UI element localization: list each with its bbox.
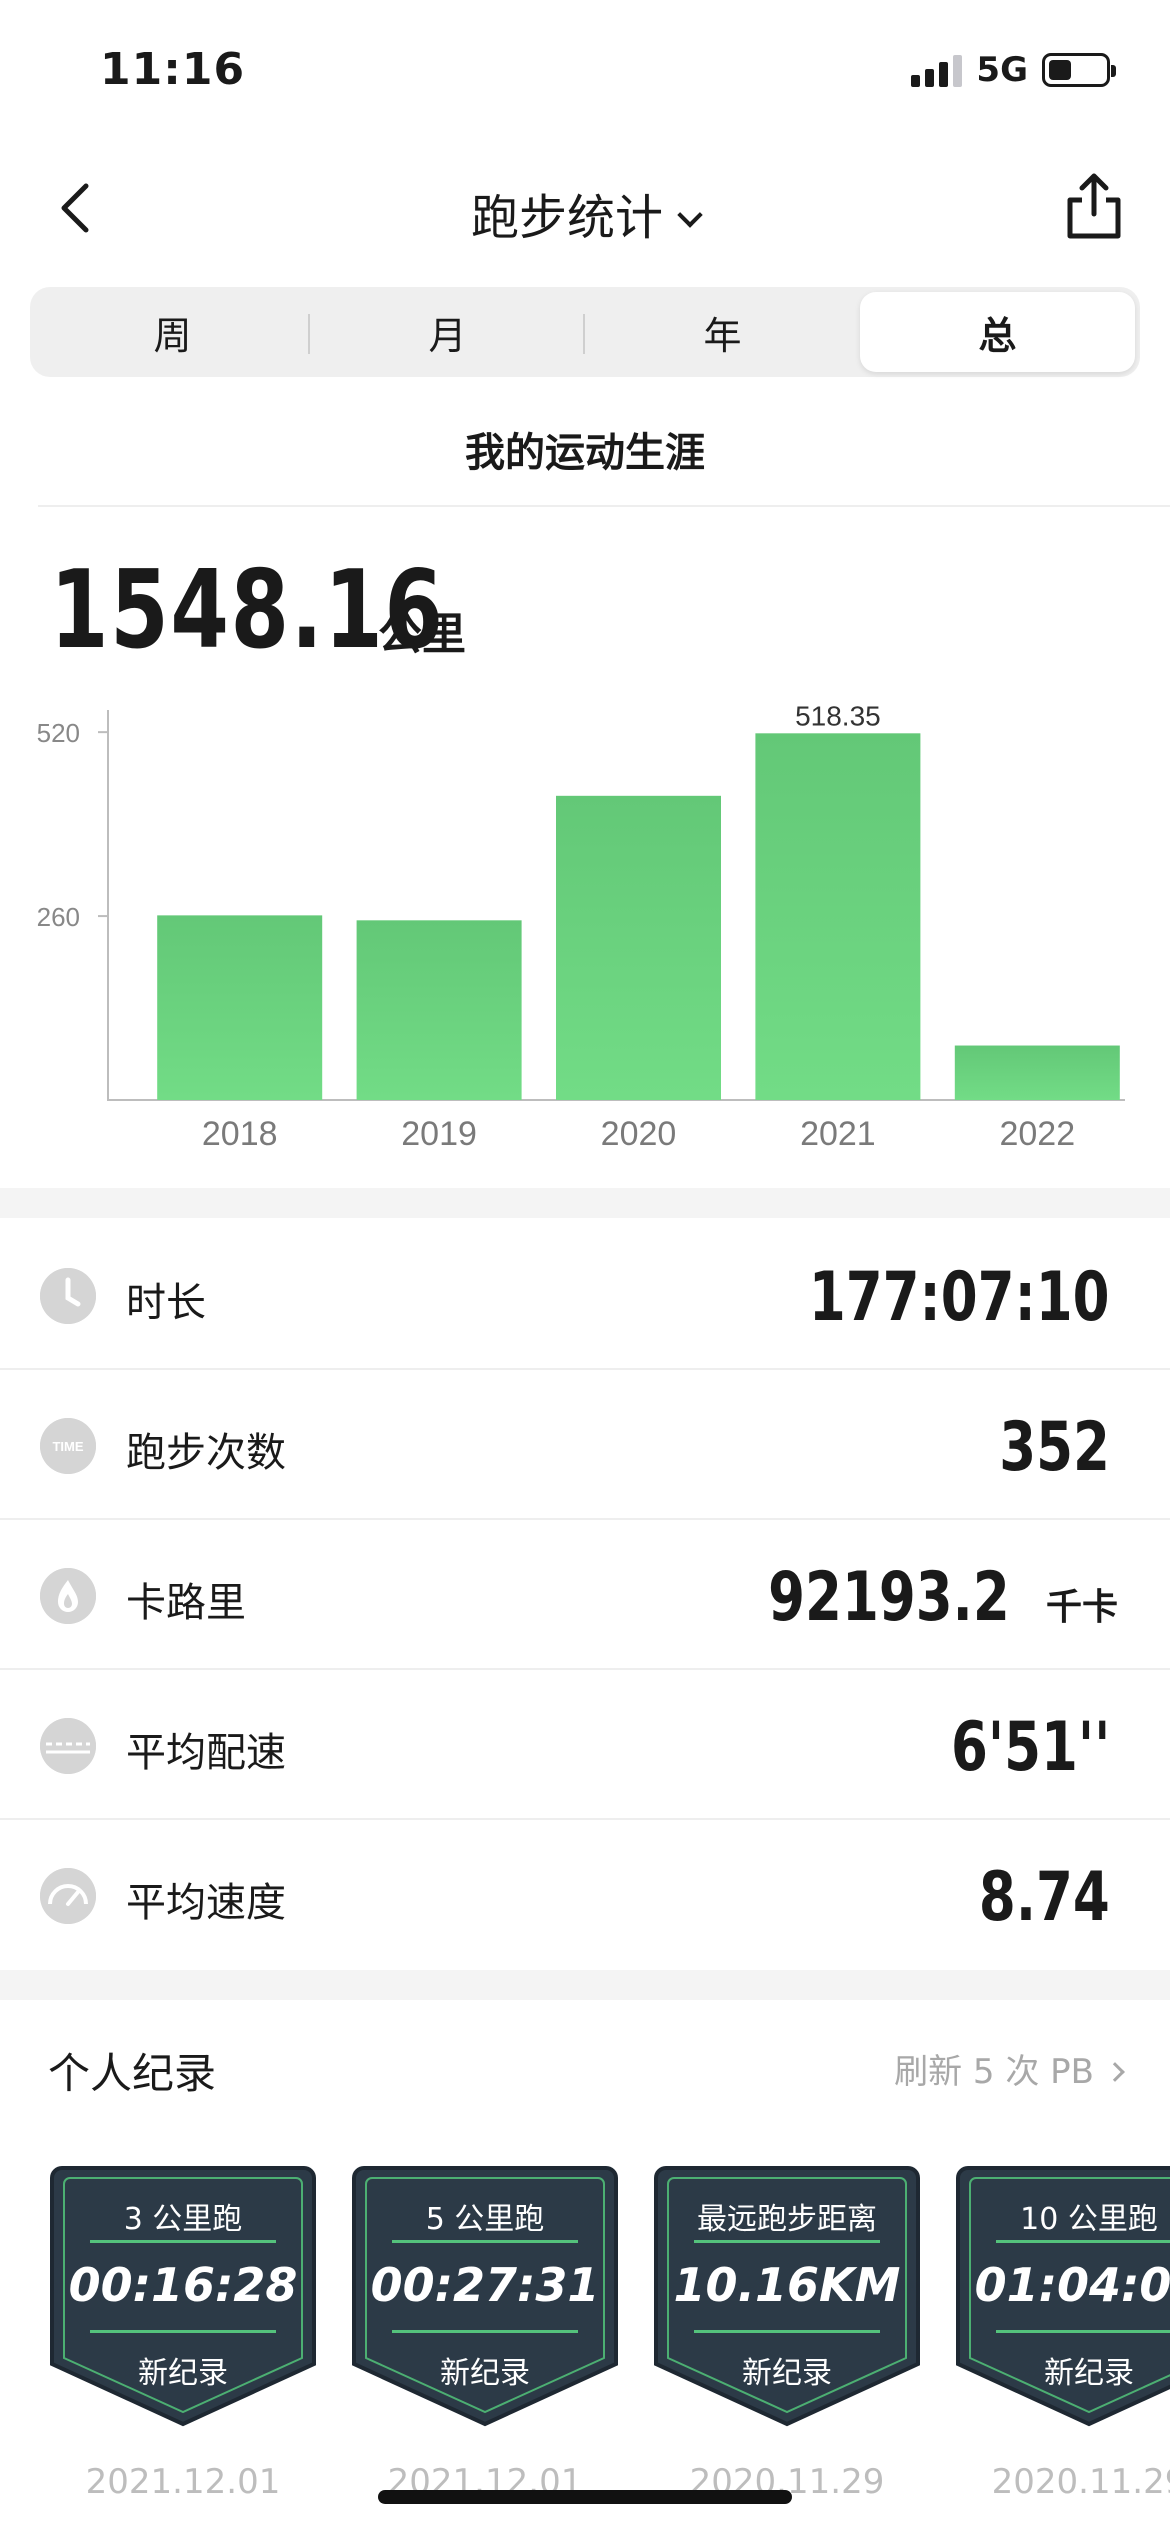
bar-2022[interactable] bbox=[954, 1045, 1120, 1100]
stat-label: 平均配速 bbox=[126, 1730, 286, 1776]
record-title: 最远跑步距离 bbox=[697, 2202, 877, 2237]
signal-icon bbox=[911, 53, 963, 87]
record-sub: 新纪录 bbox=[1044, 2356, 1134, 2391]
stat-value: 6'51'' bbox=[950, 1708, 1110, 1787]
clock-icon bbox=[40, 1268, 96, 1324]
stat-row-run-count[interactable]: TIME 跑步次数 352 bbox=[0, 1370, 1170, 1520]
x-tick-label: 2018 bbox=[202, 1115, 278, 1153]
divider bbox=[38, 505, 1170, 507]
tab-month[interactable]: 月 bbox=[310, 292, 585, 372]
y-tick-label: 520 bbox=[37, 718, 80, 748]
badge-shield-icon bbox=[956, 2166, 1170, 2427]
bar-2018[interactable] bbox=[157, 915, 323, 1100]
total-distance-unit: 公里 bbox=[378, 609, 466, 660]
record-value: 01:04:03 bbox=[974, 2258, 1170, 2312]
time-icon: TIME bbox=[40, 1418, 96, 1474]
chevron-left-icon bbox=[61, 183, 89, 233]
records-link[interactable]: 刷新 5 次 PB bbox=[894, 2044, 1125, 2093]
record-divider bbox=[694, 2330, 880, 2333]
record-divider bbox=[694, 2240, 880, 2243]
yearly-distance-chart: 260 520 2018 2019 2020 2021 518.35 2022 bbox=[37, 700, 1125, 1153]
x-tick-label: 2019 bbox=[401, 1115, 477, 1153]
share-button[interactable] bbox=[1062, 172, 1126, 242]
badge-shield-icon bbox=[352, 2166, 618, 2427]
stat-value: 177:07:10 bbox=[809, 1258, 1110, 1337]
section-title: 我的运动生涯 bbox=[465, 430, 705, 476]
stat-value: 92193.2 bbox=[768, 1558, 1010, 1637]
record-title: 3 公里跑 bbox=[123, 2202, 243, 2237]
bar-data-label: 518.35 bbox=[795, 700, 881, 731]
bar-2019[interactable] bbox=[356, 920, 522, 1100]
record-divider bbox=[996, 2240, 1170, 2243]
stat-row-avg-pace[interactable]: 平均配速 6'51'' bbox=[0, 1670, 1170, 1820]
stat-value: 8.74 bbox=[979, 1858, 1110, 1937]
page-title: 跑步统计 bbox=[470, 190, 663, 246]
record-divider bbox=[392, 2240, 578, 2243]
record-badge[interactable]: 10 公里跑 01:04:03 新纪录 bbox=[954, 2164, 1170, 2428]
badge-shield-icon bbox=[654, 2166, 920, 2427]
flame-icon bbox=[40, 1568, 96, 1624]
home-indicator[interactable] bbox=[378, 2490, 792, 2504]
record-badge[interactable]: 3 公里跑 00:16:28 新纪录 bbox=[48, 2164, 318, 2428]
x-tick-label: 2022 bbox=[999, 1115, 1075, 1153]
stat-row-duration[interactable]: 时长 177:07:10 bbox=[0, 1220, 1170, 1370]
record-badge[interactable]: 5 公里跑 00:27:31 新纪录 bbox=[350, 2164, 620, 2428]
tab-year[interactable]: 年 bbox=[703, 313, 742, 358]
stat-label: 时长 bbox=[126, 1280, 206, 1326]
record-title: 5 公里跑 bbox=[425, 2202, 545, 2237]
period-segmented-control: 周 月 年 总 bbox=[30, 287, 1140, 377]
badge-shield-icon bbox=[50, 2166, 316, 2427]
section-gap bbox=[0, 1188, 1170, 1218]
record-divider bbox=[90, 2330, 276, 2333]
battery-icon bbox=[1042, 53, 1116, 87]
chevron-down-icon bbox=[677, 202, 703, 228]
page-title-dropdown[interactable]: 跑步统计 bbox=[0, 178, 1170, 248]
tab-week[interactable]: 周 bbox=[35, 292, 310, 372]
record-value: 10.16KM bbox=[673, 2258, 901, 2312]
record-value: 00:27:31 bbox=[370, 2258, 600, 2312]
status-indicators: 5G bbox=[911, 50, 1116, 90]
record-badge[interactable]: 最远跑步距离 10.16KM 新纪录 bbox=[652, 2164, 922, 2428]
record-divider bbox=[90, 2240, 276, 2243]
record-sub: 新纪录 bbox=[742, 2356, 832, 2391]
stat-row-calories[interactable]: 卡路里 92193.2 千卡 bbox=[0, 1520, 1170, 1670]
record-sub: 新纪录 bbox=[440, 2356, 530, 2391]
record-title: 10 公里跑 bbox=[1020, 2202, 1158, 2237]
record-divider bbox=[996, 2330, 1170, 2333]
record-value: 00:16:28 bbox=[68, 2258, 298, 2312]
record-sub: 新纪录 bbox=[138, 2356, 228, 2391]
records-title: 个人纪录 bbox=[48, 2049, 217, 2098]
pace-icon bbox=[40, 1718, 96, 1774]
records-link-label: 刷新 5 次 PB bbox=[894, 2052, 1094, 2092]
record-date: 2021.12.01 bbox=[85, 2462, 281, 2502]
record-date: 2020.11.29 bbox=[991, 2462, 1170, 2502]
bar-2020[interactable] bbox=[556, 795, 721, 1100]
stat-row-avg-speed[interactable]: 平均速度 8.74 bbox=[0, 1820, 1170, 1970]
share-icon bbox=[1067, 173, 1121, 239]
x-tick-label: 2021 bbox=[800, 1115, 876, 1153]
tab-total[interactable]: 总 bbox=[860, 292, 1135, 372]
network-label: 5G bbox=[976, 50, 1028, 90]
stat-unit: 千卡 bbox=[1045, 1587, 1118, 1628]
stat-label: 卡路里 bbox=[126, 1580, 246, 1626]
section-gap bbox=[0, 1970, 1170, 2000]
status-time: 11:16 bbox=[100, 44, 246, 95]
back-button[interactable] bbox=[48, 178, 108, 238]
record-divider bbox=[392, 2330, 578, 2333]
y-tick-label: 260 bbox=[37, 902, 80, 932]
stat-value: 352 bbox=[999, 1408, 1110, 1487]
svg-text:TIME: TIME bbox=[52, 1439, 83, 1454]
speed-icon bbox=[40, 1868, 96, 1924]
bar-2021[interactable] bbox=[755, 733, 921, 1100]
stat-label: 跑步次数 bbox=[126, 1430, 286, 1476]
total-distance-value: 1548.16 bbox=[50, 548, 445, 673]
stat-label: 平均速度 bbox=[126, 1880, 286, 1926]
chevron-right-icon bbox=[1105, 2062, 1125, 2082]
x-tick-label: 2020 bbox=[601, 1115, 677, 1153]
